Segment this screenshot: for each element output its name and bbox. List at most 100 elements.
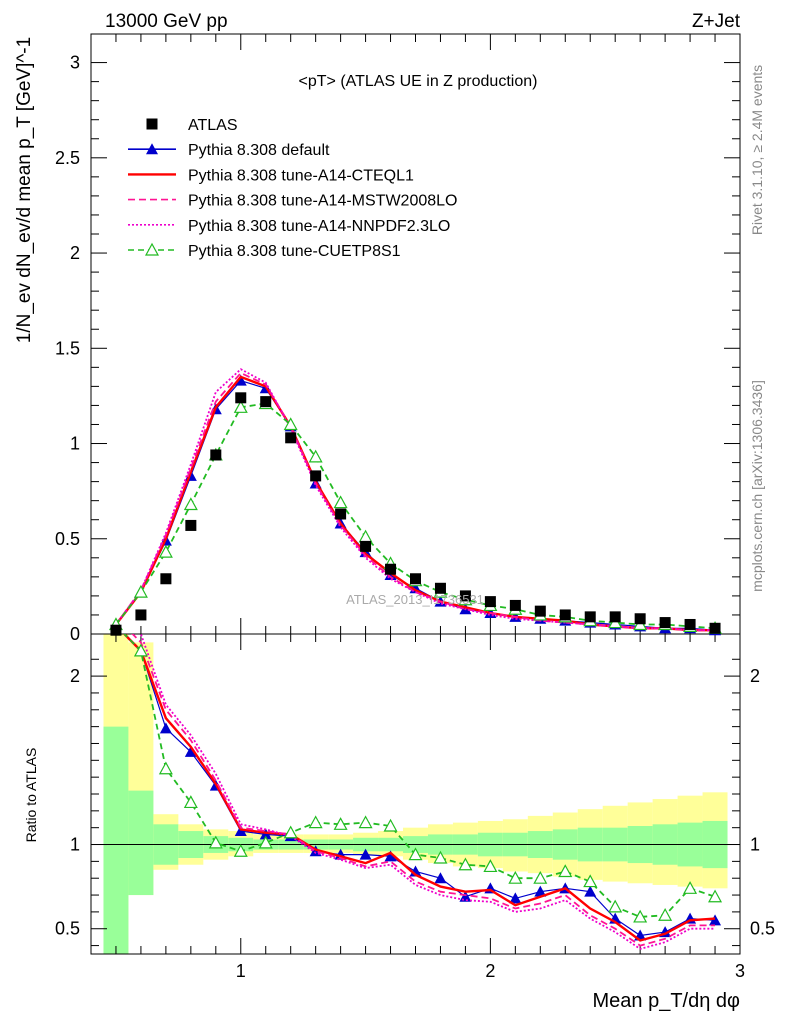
data-point-atlas (509, 599, 521, 611)
y-tick-label: 1 (70, 434, 80, 454)
data-point-cuetp8s1 (583, 874, 598, 888)
x-tick-label: 1 (236, 961, 246, 981)
data-point-cuetp8s1 (283, 417, 298, 431)
x-tick-label: 2 (485, 961, 495, 981)
data-point-cuetp8s1 (283, 825, 298, 839)
data-point-cuetp8s1 (533, 870, 548, 884)
ratio-plot-frame (90, 633, 741, 955)
data-point-atlas (484, 596, 496, 608)
data-point-cuetp8s1 (658, 908, 673, 921)
data-point-atlas (260, 396, 272, 408)
data-point-default (709, 914, 722, 926)
data-point-cuetp8s1 (608, 899, 623, 913)
y-tick-label: 0.5 (55, 529, 80, 549)
legend-label-cuetp8s1: Pythia 8.308 tune-CUETP8S1 (188, 243, 401, 260)
legend-marker-default (146, 143, 158, 155)
x-tick-label: 3 (735, 961, 745, 981)
ratio-y-tick-label: 0.5 (55, 919, 80, 939)
ratio-y-tick-label-right: 2 (750, 666, 760, 686)
data-point-atlas (584, 611, 596, 623)
data-point-atlas (534, 605, 546, 617)
data-point-cuetp8s1 (408, 847, 423, 861)
data-point-cuetp8s1 (508, 870, 523, 884)
data-point-cuetp8s1 (458, 857, 473, 871)
data-point-atlas (360, 540, 372, 552)
data-point-atlas (410, 573, 421, 585)
data-point-cuetp8s1 (258, 835, 273, 849)
data-point-atlas (135, 609, 147, 621)
series-line-mstw (131, 634, 715, 947)
ratio-y-tick-label: 2 (70, 666, 80, 686)
header-energy: 13000 GeV pp (105, 11, 228, 32)
data-point-cuetp8s1 (358, 529, 373, 543)
data-point-cuetp8s1 (233, 844, 248, 857)
data-point-default (359, 848, 372, 860)
data-point-atlas (310, 470, 322, 482)
data-point-atlas (684, 618, 696, 630)
data-point-default (584, 885, 597, 897)
data-point-cuetp8s1 (558, 864, 573, 878)
data-point-atlas (160, 573, 172, 585)
ratio-y-axis-label: Ratio to ATLAS (23, 748, 39, 843)
y-tick-label: 0 (70, 624, 80, 644)
data-point-atlas (459, 590, 471, 602)
data-point-cuetp8s1 (308, 449, 323, 463)
data-point-cuetp8s1 (133, 643, 148, 657)
data-point-cuetp8s1 (208, 835, 223, 849)
data-point-default (534, 885, 547, 897)
data-point-atlas (659, 617, 671, 629)
data-point-cuetp8s1 (708, 889, 723, 903)
ratio-band-inner (103, 726, 129, 954)
ratio-y-tick-label-right: 1 (750, 835, 760, 855)
data-point-cuetp8s1 (333, 495, 348, 509)
data-point-atlas (385, 563, 397, 575)
data-point-cuetp8s1 (483, 859, 498, 873)
data-point-cuetp8s1 (133, 584, 148, 598)
data-point-cuetp8s1 (183, 795, 198, 809)
data-point-cuetp8s1 (233, 400, 248, 413)
legend-label-atlas: ATLAS (188, 117, 238, 134)
data-point-atlas (110, 624, 122, 636)
data-point-cuetp8s1 (158, 761, 173, 775)
data-point-cuetp8s1 (358, 815, 373, 829)
main-y-axis-label: 1/N_ev dN_ev/d mean p_T [GeV]^-1 (14, 37, 35, 343)
data-point-atlas (285, 432, 297, 444)
legend-label-default: Pythia 8.308 default (188, 142, 330, 159)
y-tick-label: 1.5 (55, 338, 80, 358)
series-line-default (123, 634, 716, 937)
data-point-atlas (434, 582, 446, 594)
data-point-default (234, 374, 247, 386)
series-line-cteql1 (122, 634, 716, 942)
legend-label-nnpdf: Pythia 8.308 tune-A14-NNPDF2.3LO (188, 218, 450, 235)
header-process: Z+Jet (692, 11, 741, 32)
main-plot-title: <pT> (ATLAS UE in Z production) (299, 73, 538, 90)
data-point-default (159, 722, 172, 734)
legend-label-mstw: Pythia 8.308 tune-A14-MSTW2008LO (188, 193, 457, 210)
data-point-cuetp8s1 (158, 544, 173, 558)
y-tick-label: 2 (70, 243, 80, 263)
data-point-default (384, 850, 397, 862)
legend-marker-cuetp8s1 (144, 242, 160, 256)
data-point-atlas (634, 613, 646, 625)
ratio-band-inner (128, 790, 154, 896)
y-tick-label: 3 (70, 53, 80, 73)
data-point-atlas (185, 519, 197, 531)
data-point-atlas (609, 611, 621, 623)
ratio-y-tick-label-right: 0.5 (750, 919, 775, 939)
data-point-atlas (559, 609, 571, 621)
data-point-cuetp8s1 (383, 818, 398, 832)
series-line-nnpdf (139, 634, 715, 950)
data-point-default (259, 828, 272, 840)
data-point-atlas (235, 392, 247, 404)
ratio-y-tick-label: 1 (70, 835, 80, 855)
x-axis-label: Mean p_T/dη dφ (593, 990, 741, 1012)
analysis-watermark: ATLAS_2013_I1736531 (346, 592, 484, 607)
data-point-atlas (709, 622, 721, 634)
legend-label-cteql1: Pythia 8.308 tune-A14-CTEQL1 (188, 167, 414, 184)
data-point-cuetp8s1 (683, 881, 698, 894)
data-point-atlas (210, 449, 222, 461)
mcplots-source-label: mcplots.cern.ch [arXiv:1306.3436] (749, 380, 765, 592)
data-point-cuetp8s1 (333, 817, 348, 830)
